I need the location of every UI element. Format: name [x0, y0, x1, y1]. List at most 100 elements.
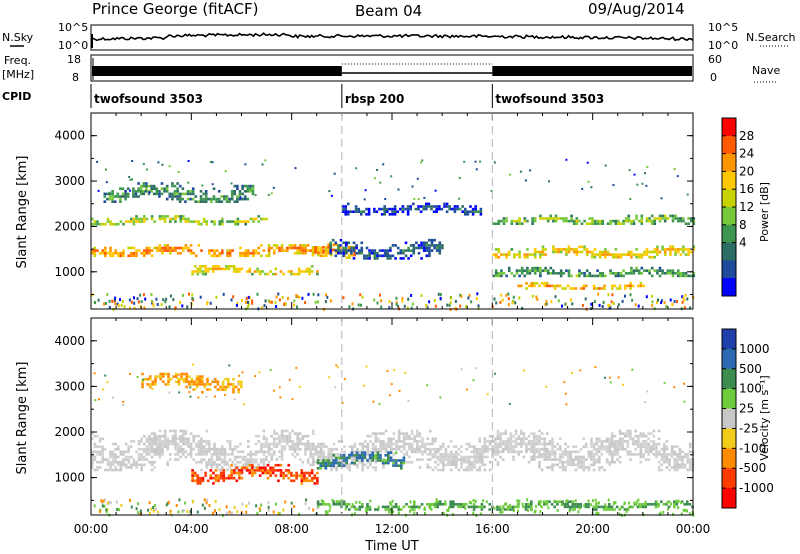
heatmap-cell [580, 272, 584, 275]
heatmap-cell [653, 250, 657, 254]
heatmap-cell [121, 195, 125, 198]
heatmap-cell [280, 445, 284, 448]
heatmap-cell [143, 249, 146, 252]
heatmap-cell [140, 468, 143, 472]
heatmap-cell [108, 191, 111, 194]
heatmap-cell [348, 454, 351, 457]
heatmap-cell [676, 458, 679, 461]
heatmap-cell [161, 217, 164, 221]
heatmap-cell [109, 460, 112, 464]
heatmap-cell [384, 461, 387, 465]
heatmap-cell [130, 455, 133, 459]
heatmap-cell [551, 453, 554, 456]
heatmap-cell [200, 222, 203, 226]
heatmap-cell [160, 182, 164, 185]
cpid-segment-label: twofsound 3503 [495, 92, 604, 106]
heatmap-cell [342, 251, 345, 255]
heatmap-cell [205, 460, 208, 464]
heatmap-cell [133, 296, 135, 300]
heatmap-cell [236, 197, 239, 201]
heatmap-cell [583, 219, 586, 223]
heatmap-cell [635, 214, 638, 218]
heatmap-cell [639, 455, 643, 459]
heatmap-cell [282, 471, 285, 475]
heatmap-cell [680, 501, 683, 505]
heatmap-cell [325, 254, 328, 258]
heatmap-cell [383, 210, 386, 213]
heatmap-cell [426, 437, 429, 441]
heatmap-cell [363, 456, 367, 460]
heatmap-cell [200, 453, 203, 456]
heatmap-cell [645, 295, 648, 299]
heatmap-cell [188, 383, 191, 386]
heatmap-cell [279, 463, 283, 467]
heatmap-cell [279, 396, 282, 399]
heatmap-cell [543, 450, 546, 454]
heatmap-cell [124, 466, 128, 469]
heatmap-cell [483, 455, 487, 459]
heatmap-cell [423, 196, 426, 199]
heatmap-cell [591, 219, 594, 223]
heatmap-cell [499, 434, 502, 438]
heatmap-cell [264, 471, 267, 475]
heatmap-cell [500, 269, 503, 272]
heatmap-cell [178, 195, 182, 198]
heatmap-cell [104, 374, 107, 377]
heatmap-cell [465, 305, 468, 308]
heatmap-cell [271, 471, 275, 475]
heatmap-cell [671, 303, 674, 307]
heatmap-cell [539, 214, 542, 218]
heatmap-cell [179, 220, 182, 223]
beam-title: Beam 04 [355, 2, 422, 20]
heatmap-cell [504, 445, 507, 448]
heatmap-cell [607, 498, 610, 502]
heatmap-cell [608, 463, 611, 467]
heatmap-cell [571, 302, 574, 306]
heatmap-cell [348, 445, 351, 448]
heatmap-cell [179, 215, 182, 218]
heatmap-cell [617, 274, 620, 278]
heatmap-cell [553, 463, 557, 467]
heatmap-cell [510, 222, 514, 225]
heatmap-cell [290, 471, 293, 475]
heatmap-cell [235, 466, 239, 470]
heatmap-cell [551, 284, 554, 288]
heatmap-cell [193, 265, 197, 268]
heatmap-cell [146, 377, 149, 381]
heatmap-cell [578, 219, 581, 223]
heatmap-cell [552, 245, 555, 249]
heatmap-cell [579, 466, 583, 469]
heatmap-cell [520, 222, 524, 225]
heatmap-cell [499, 442, 502, 446]
heatmap-cell [472, 503, 476, 506]
heatmap-cell [270, 300, 273, 304]
colorbar-segment [722, 260, 736, 279]
heatmap-cell [561, 453, 565, 456]
heatmap-cell [527, 284, 531, 288]
heatmap-cell [533, 450, 536, 454]
heatmap-cell [389, 501, 392, 505]
heatmap-cell [566, 463, 570, 467]
heatmap-cell [182, 447, 185, 451]
heatmap-cell [660, 299, 663, 303]
heatmap-cell [189, 445, 193, 448]
heatmap-cell [656, 250, 659, 254]
heatmap-cell [538, 455, 541, 459]
heatmap-cell [379, 181, 382, 184]
heatmap-cell [275, 295, 278, 299]
heatmap-cell [124, 442, 128, 446]
heatmap-cell [329, 461, 333, 465]
heatmap-cell [566, 455, 570, 459]
heatmap-cell [535, 295, 538, 299]
heatmap-cell [301, 251, 305, 255]
heatmap-cell [98, 450, 102, 454]
heatmap-cell [225, 265, 228, 268]
heatmap-cell [96, 466, 99, 469]
heatmap-cell [492, 274, 495, 278]
heatmap-cell [579, 505, 582, 509]
heatmap-cell [662, 510, 665, 514]
heatmap-cell [109, 450, 112, 454]
heatmap-cell [201, 390, 204, 394]
heatmap-cell [524, 505, 528, 509]
heatmap-cell [158, 244, 162, 247]
